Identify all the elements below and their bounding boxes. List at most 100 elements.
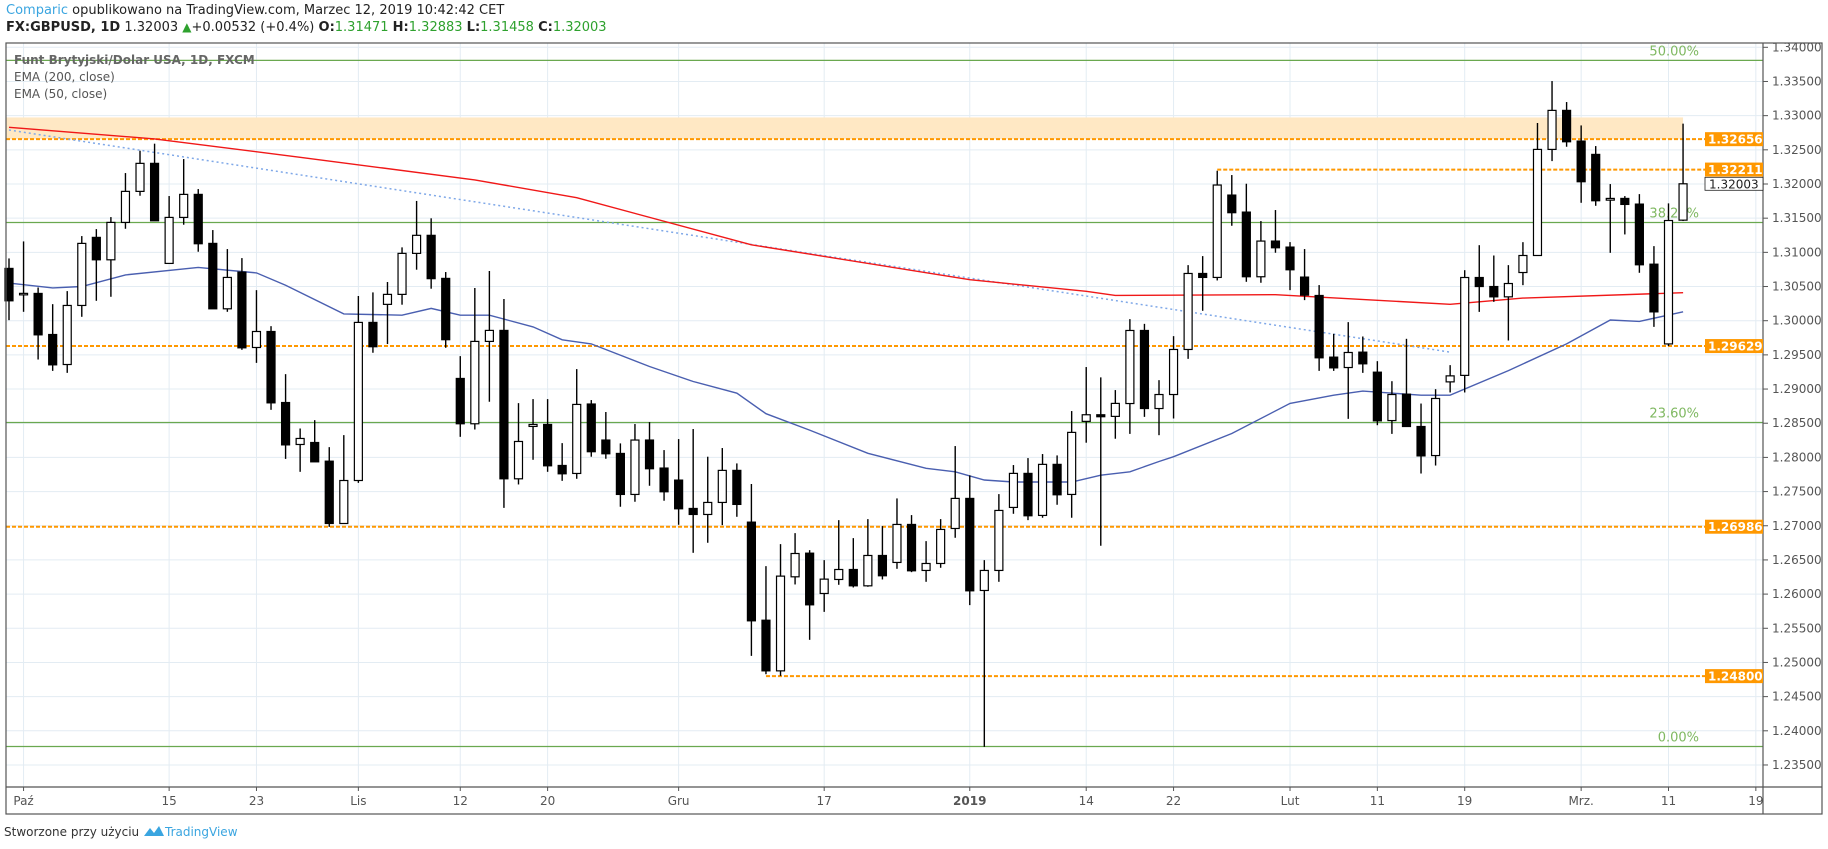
candle [266,326,276,410]
candle-body [1183,272,1193,351]
candle-body [1518,254,1528,274]
candle [557,443,567,481]
candle [921,541,931,582]
tradingview-logo-icon [144,826,164,836]
candle [1241,183,1251,282]
candle-body [4,267,14,302]
candle [572,369,582,479]
candle-body [1023,472,1033,517]
candle [1547,81,1557,162]
candle [863,519,873,587]
candle [732,463,742,517]
time-axis-label: 19 [1457,794,1472,808]
candle-body [703,501,713,516]
candle-body [950,497,960,530]
candle [208,230,218,310]
candle-body [266,330,276,404]
candle [1198,256,1208,311]
candle [1678,123,1688,222]
candle [703,456,713,543]
symbol-label: FX:GBPUSD, 1D [6,20,121,35]
candle-body [513,440,524,480]
candle [62,291,72,373]
legend-series-title: Funt Brytyjski/Dolar USA, 1D, FXCM [14,53,255,67]
candle-body [135,162,145,192]
low-value: 1.31458 [480,20,534,35]
publish-info: Comparic opublikowano na TradingView.com… [6,3,504,18]
candle [1256,221,1266,283]
candle [382,282,393,345]
candle-body [528,423,538,428]
candle [1023,458,1033,521]
fib-level-label: 0.00% [1658,731,1699,746]
candle-body [892,523,902,564]
tradingview-link[interactable]: TradingView [165,825,238,839]
candle [848,538,858,588]
candle [630,424,640,502]
candle [426,218,436,289]
close-label: C: [538,20,553,35]
candle-body [965,497,975,592]
time-axis-label: Lut [1281,794,1300,808]
candle [1489,255,1499,302]
candle-body [775,575,786,672]
candle-body [1416,425,1426,457]
candle-body [164,216,174,265]
candle [106,217,116,297]
candle-body [1037,463,1048,517]
candle [1591,146,1601,206]
chart-frame [5,42,1823,815]
legend-ema200[interactable]: EMA (200, close) [14,70,115,84]
candle [1532,123,1543,257]
candle-body [1445,375,1455,383]
candle [717,448,727,526]
candle [688,429,698,553]
candle [441,272,451,348]
candle-body [1212,184,1222,279]
candle-body [280,401,291,446]
candle-body [543,423,553,467]
candle [353,296,363,483]
level-price-badge [1705,162,1763,177]
candle [149,143,160,222]
candle-body [1125,329,1135,405]
time-axis-label: Lis [350,794,366,808]
level-price-badge [1705,669,1763,684]
candle [819,560,829,612]
candle [601,412,611,459]
candle-body [18,292,29,296]
legend-ema50[interactable]: EMA (50, close) [14,87,108,101]
candle [1329,333,1339,371]
candle [1663,203,1674,346]
candle [834,520,844,585]
candle-body [77,242,87,307]
level-price-label: 1.26986 [1708,520,1763,534]
time-axis-label: 23 [249,794,264,808]
candle-body [1270,240,1281,249]
candle-body [790,552,800,578]
author-link[interactable]: Comparic [6,3,69,18]
candle-body [746,521,757,622]
candle-body [1387,393,1397,422]
candle-body [1329,356,1339,369]
open-value: 1.31471 [334,20,389,35]
candle-body [674,479,684,510]
candle-body [834,568,844,581]
candle [4,258,14,321]
candle-body [91,236,101,261]
candle [397,247,407,305]
candle [659,450,669,501]
candle-body [149,162,160,222]
candle [615,443,625,507]
candle [1620,196,1630,235]
candle [1430,389,1441,466]
candle [775,544,786,676]
candle [135,150,145,196]
level-price-badge [1705,519,1763,534]
candle [1460,270,1470,393]
candle [1576,125,1586,203]
price-axis-label: 1.26000 [1772,587,1822,601]
time-axis-label: 11 [1370,794,1385,808]
candle [1139,323,1150,417]
